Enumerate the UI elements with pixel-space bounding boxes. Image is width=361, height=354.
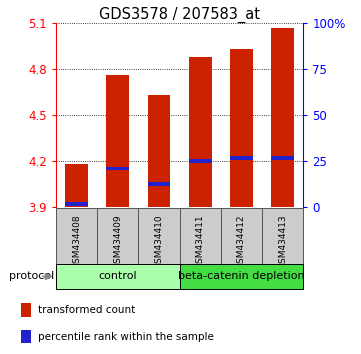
- Bar: [65, 164, 88, 207]
- Text: GSM434412: GSM434412: [237, 215, 246, 269]
- Bar: [148, 182, 170, 186]
- Bar: [271, 156, 294, 160]
- Bar: [230, 49, 253, 207]
- Bar: [138, 208, 180, 264]
- Title: GDS3578 / 207583_at: GDS3578 / 207583_at: [99, 7, 260, 23]
- Text: percentile rank within the sample: percentile rank within the sample: [38, 332, 214, 342]
- Text: beta-catenin depletion: beta-catenin depletion: [178, 272, 305, 281]
- Bar: [106, 167, 129, 170]
- Text: GSM434408: GSM434408: [72, 215, 81, 269]
- Bar: [106, 75, 129, 207]
- Bar: [189, 159, 212, 163]
- Bar: [21, 303, 31, 317]
- Bar: [180, 208, 221, 264]
- Bar: [148, 95, 170, 207]
- Bar: [180, 264, 303, 289]
- Text: control: control: [99, 272, 137, 281]
- Text: GSM434413: GSM434413: [278, 215, 287, 269]
- Text: GSM434410: GSM434410: [155, 215, 164, 269]
- Bar: [262, 208, 303, 264]
- Bar: [189, 57, 212, 207]
- Bar: [271, 28, 294, 207]
- Bar: [65, 202, 88, 206]
- Text: protocol: protocol: [9, 272, 55, 281]
- Bar: [97, 208, 138, 264]
- Bar: [56, 264, 180, 289]
- Text: transformed count: transformed count: [38, 305, 136, 315]
- Bar: [221, 208, 262, 264]
- Text: GSM434409: GSM434409: [113, 215, 122, 269]
- Bar: [230, 156, 253, 160]
- Bar: [56, 208, 97, 264]
- Bar: [21, 330, 31, 343]
- Text: GSM434411: GSM434411: [196, 215, 205, 269]
